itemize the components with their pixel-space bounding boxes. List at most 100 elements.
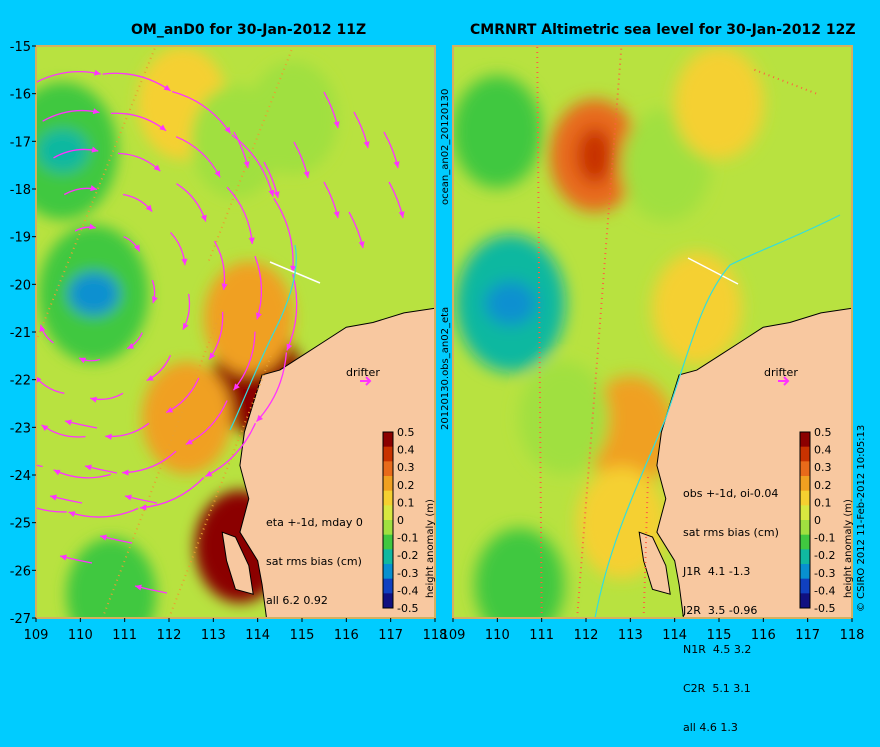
vector-head: [393, 161, 400, 168]
colorbar-swatch: [383, 446, 393, 462]
left-drifter-label: drifter: [346, 366, 380, 379]
vector-head: [333, 211, 340, 218]
vector-head: [100, 534, 107, 541]
x-tick-label: 118: [840, 628, 865, 643]
current-vector: [205, 422, 256, 477]
left-stats-line: sat rms bias (cm): [266, 555, 362, 568]
right-height-field: [453, 46, 764, 618]
left-map-panel: 109 110 111 112 113 114 115 116 117 118 -15 -16 -17 -…: [0, 40, 448, 643]
right-side-label: 20120130.obs_an02_eta: [440, 306, 451, 430]
colorbar-swatch: [383, 520, 393, 536]
field-feature: [203, 261, 294, 374]
current-vector: [286, 273, 298, 351]
left-chart-title: OM_anD0 for 30-Jan-2012 11Z: [131, 22, 367, 38]
figure-canvas: 109 110 111 112 113 114 115 116 117 118 -15 -16 -17 -…: [0, 40, 865, 643]
right-stats-line: J2R 3.5 -0.96: [683, 604, 758, 617]
vector-head: [303, 171, 310, 178]
vector-head: [39, 324, 46, 332]
x-tick-label: 110: [485, 628, 510, 643]
x-tick-label: 114: [245, 628, 270, 643]
colorbar-tick-label: 0.3: [814, 461, 832, 474]
colorbar-tick-label: -0.2: [397, 549, 418, 562]
colorbar-swatch: [383, 578, 393, 594]
right-shelf-isobath: [594, 214, 841, 618]
colorbar-tick-label: -0.5: [814, 602, 835, 615]
right-shark-bay: [638, 531, 671, 595]
right-colorbar-label: height anomaly (m): [843, 499, 854, 598]
y-tick-label: -19: [10, 231, 31, 246]
right-stats-line: sat rms bias (cm): [683, 526, 779, 539]
satellite-track: [576, 46, 623, 618]
vector-head: [92, 108, 100, 115]
x-tick-label: 115: [707, 628, 732, 643]
field-feature: [453, 75, 543, 189]
left-stats-line: all 6.2 0.92: [266, 594, 328, 607]
y-tick-label: -21: [10, 326, 31, 341]
current-vector: [36, 464, 43, 468]
left-shelf-isobath: [229, 244, 297, 431]
colorbar-tick-label: -0.4: [814, 584, 835, 597]
vector-head: [50, 494, 57, 501]
right-section-line: [687, 257, 739, 285]
colorbar-swatch: [383, 490, 393, 506]
left-shark-bay: [221, 531, 254, 595]
y-tick-label: -20: [10, 278, 31, 293]
colorbar-tick-label: 0: [397, 514, 404, 527]
colorbar-tick-label: 0.1: [814, 496, 832, 509]
copyright-label: © CSIRO 2012 11-Feb-2012 10:05:13: [856, 424, 867, 612]
eddy-core: [67, 271, 120, 316]
right-satellite-tracks: [536, 46, 817, 618]
satellite-track: [36, 46, 157, 342]
vector-head: [256, 414, 263, 422]
field-feature: [248, 61, 339, 174]
colorbar-swatch: [383, 534, 393, 550]
vector-head: [90, 396, 97, 403]
colorbar-tick-label: -0.3: [814, 567, 835, 580]
colorbar-tick-label: -0.2: [814, 549, 835, 562]
vector-head: [85, 464, 92, 471]
colorbar-swatch: [800, 490, 810, 506]
y-tick-label: -24: [10, 469, 31, 484]
colorbar-tick-label: 0.2: [397, 479, 415, 492]
y-tick-label: -22: [10, 374, 31, 389]
vector-head: [159, 124, 167, 131]
vector-head: [273, 191, 280, 198]
left-axis-ticks: 109 110 111 112 113 114 115 116 117 118 -15 -16 -17 -…: [10, 40, 448, 643]
vector-head: [224, 126, 231, 134]
colorbar-swatch: [800, 578, 810, 594]
x-tick-label: 114: [662, 628, 687, 643]
colorbar-tick-label: 0.1: [397, 496, 415, 509]
y-tick-label: -15: [10, 40, 31, 55]
colorbar-swatch: [800, 476, 810, 492]
vector-head: [53, 469, 61, 476]
x-tick-label: 117: [795, 628, 820, 643]
x-tick-label: 109: [24, 628, 49, 643]
x-tick-label: 112: [157, 628, 182, 643]
satellite-track: [754, 68, 817, 95]
colorbar-tick-label: -0.4: [397, 584, 418, 597]
vector-head: [0, 323, 6, 330]
colorbar-swatch: [800, 432, 810, 448]
current-vector: [36, 71, 101, 84]
colorbar-frame: [382, 431, 394, 609]
vector-head: [94, 69, 101, 76]
vector-head: [221, 283, 228, 291]
field-feature: [518, 361, 609, 475]
current-vector: [172, 90, 232, 134]
left-colorbar: 0.5 0.4 0.3 0.2 0.1 0 -0.1 -0.2 -0.3 -0.4 -0.5: [382, 426, 418, 615]
eddy-core: [484, 281, 537, 326]
current-vector: [102, 72, 171, 92]
right-plot-frame: [452, 45, 853, 619]
vector-head: [166, 407, 174, 413]
x-tick-label: 113: [201, 628, 226, 643]
vector-head: [358, 241, 365, 248]
vector-head: [105, 433, 112, 440]
colorbar-swatch: [383, 549, 393, 565]
right-drifter-label: drifter: [764, 366, 798, 379]
x-tick-label: 116: [334, 628, 359, 643]
vector-head: [146, 375, 154, 381]
vector-head: [268, 189, 275, 197]
left-colorbar-label: height anomaly (m): [425, 499, 436, 598]
vector-head: [209, 352, 216, 360]
right-axis-ticks: 109 110 111 112 113 114 115 116 117 118: [441, 618, 865, 643]
